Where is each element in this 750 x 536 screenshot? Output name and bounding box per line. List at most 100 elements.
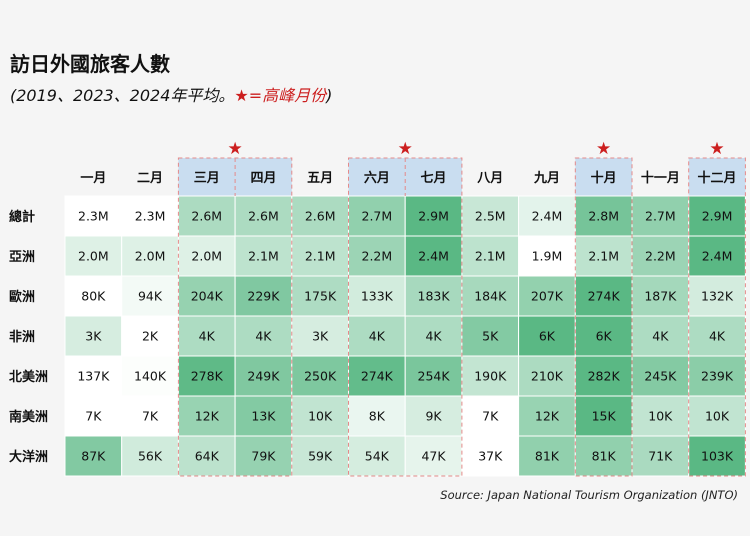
cell-value-label: 10K bbox=[308, 409, 333, 424]
peak-star-icon: ★ bbox=[709, 139, 724, 159]
cell-value-label: 2.3M bbox=[135, 209, 166, 224]
heatmap-cell bbox=[177, 395, 236, 437]
heatmap-cell bbox=[348, 235, 406, 277]
cell-value-label: 7K bbox=[142, 409, 159, 424]
cell-value-label: 9K bbox=[425, 409, 442, 424]
cell-value-label: 239K bbox=[701, 369, 734, 384]
row-label: 非洲 bbox=[9, 329, 35, 345]
subtitle-text: (2019、2023、2024年平均。 bbox=[10, 86, 235, 105]
peak-header-bg bbox=[688, 158, 746, 196]
cell-value-label: 81K bbox=[535, 449, 560, 464]
cell-value-label: 4K bbox=[425, 329, 442, 344]
cell-value-label: 2.2M bbox=[645, 249, 676, 264]
cell-value-label: 183K bbox=[418, 289, 451, 304]
cell-value-label: 2.7M bbox=[362, 209, 393, 224]
heatmap-cell bbox=[461, 235, 520, 277]
cell-value-label: 274K bbox=[588, 289, 621, 304]
cell-value-label: 2.7M bbox=[645, 209, 676, 224]
cell-value-label: 8K bbox=[369, 409, 386, 424]
peak-star-icon: ★ bbox=[227, 139, 242, 159]
cell-value-label: 2K bbox=[142, 329, 159, 344]
heatmap-cell bbox=[177, 435, 236, 477]
cell-value-label: 6K bbox=[539, 329, 556, 344]
heatmap-cell bbox=[348, 355, 406, 397]
heatmap-cell bbox=[64, 435, 123, 477]
heatmap-cell bbox=[177, 315, 236, 357]
cell-value-label: 64K bbox=[195, 449, 220, 464]
source-note: Source: Japan National Tourism Organizat… bbox=[440, 488, 738, 502]
heatmap-cell bbox=[688, 235, 746, 277]
cell-value-label: 10K bbox=[648, 409, 673, 424]
cell-value-label: 12K bbox=[535, 409, 560, 424]
cell-value-label: 207K bbox=[531, 289, 564, 304]
cell-value-label: 4K bbox=[199, 329, 216, 344]
cell-value-label: 59K bbox=[308, 449, 333, 464]
heatmap-cell bbox=[291, 315, 349, 357]
heatmap-cell bbox=[631, 195, 690, 237]
heatmap-cell bbox=[574, 315, 633, 357]
cell-value-label: 184K bbox=[474, 289, 507, 304]
cell-value-label: 5K bbox=[482, 329, 499, 344]
column-header: 四月 bbox=[250, 171, 276, 186]
subtitle-peak-legend: ★=高峰月份 bbox=[234, 86, 327, 105]
row-label: 北美洲 bbox=[9, 369, 48, 385]
cell-value-label: 2.8M bbox=[588, 209, 619, 224]
cell-value-label: 229K bbox=[247, 289, 280, 304]
heatmap-cell bbox=[64, 275, 123, 317]
cell-value-label: 80K bbox=[81, 289, 106, 304]
cell-value-label: 7K bbox=[85, 409, 102, 424]
cell-value-label: 4K bbox=[652, 329, 669, 344]
cell-value-label: 54K bbox=[365, 449, 390, 464]
cell-value-label: 2.6M bbox=[248, 209, 279, 224]
heatmap-cell bbox=[518, 195, 576, 237]
heatmap-cell bbox=[631, 395, 690, 437]
cell-value-label: 137K bbox=[77, 369, 110, 384]
cell-value-label: 2.1M bbox=[305, 249, 336, 264]
cell-value-label: 2.4M bbox=[702, 249, 733, 264]
heatmap-cell bbox=[518, 315, 576, 357]
cell-value-label: 81K bbox=[592, 449, 617, 464]
cell-value-label: 282K bbox=[588, 369, 621, 384]
heatmap-cell bbox=[121, 355, 179, 397]
column-header: 八月 bbox=[476, 171, 503, 186]
row-label: 總計 bbox=[9, 209, 35, 225]
cell-value-label: 249K bbox=[247, 369, 280, 384]
cell-value-label: 2.3M bbox=[78, 209, 109, 224]
heatmap-cell bbox=[518, 435, 576, 477]
cell-value-label: 250K bbox=[304, 369, 337, 384]
heatmap-cell bbox=[518, 355, 576, 397]
cell-value-label: 2.9M bbox=[418, 209, 449, 224]
heatmap-cell bbox=[121, 275, 179, 317]
peak-header-bg bbox=[575, 158, 632, 196]
column-header: 九月 bbox=[533, 171, 560, 186]
heatmap-cell bbox=[688, 435, 746, 477]
cell-value-label: 7K bbox=[482, 409, 499, 424]
cell-value-label: 15K bbox=[592, 409, 617, 424]
heatmap-cell bbox=[404, 235, 463, 277]
cell-value-label: 4K bbox=[255, 329, 272, 344]
cell-value-label: 94K bbox=[138, 289, 163, 304]
cell-value-label: 6K bbox=[596, 329, 613, 344]
heatmap-cell bbox=[121, 435, 179, 477]
cell-value-label: 2.1M bbox=[588, 249, 619, 264]
heatmap-cell bbox=[348, 315, 406, 357]
heatmap-cell bbox=[404, 315, 463, 357]
cell-value-label: 3K bbox=[85, 329, 102, 344]
heatmap-cell bbox=[234, 315, 293, 357]
heatmap-cell bbox=[688, 355, 746, 397]
cell-value-label: 87K bbox=[81, 449, 106, 464]
heatmap-cell bbox=[461, 315, 520, 357]
heatmap-cell bbox=[574, 435, 633, 477]
cell-value-label: 37K bbox=[478, 449, 503, 464]
heatmap-cell bbox=[234, 235, 293, 277]
column-header: 七月 bbox=[421, 171, 447, 186]
peak-header-bg bbox=[178, 158, 236, 196]
row-label: 南美洲 bbox=[9, 409, 48, 425]
heatmap-cell bbox=[461, 435, 520, 477]
cell-value-label: 2.4M bbox=[532, 209, 563, 224]
column-header: 十二月 bbox=[698, 170, 737, 186]
cell-value-label: 254K bbox=[418, 369, 451, 384]
column-header: 十一月 bbox=[641, 170, 680, 186]
cell-value-label: 2.6M bbox=[191, 209, 222, 224]
column-header: 五月 bbox=[307, 171, 333, 186]
